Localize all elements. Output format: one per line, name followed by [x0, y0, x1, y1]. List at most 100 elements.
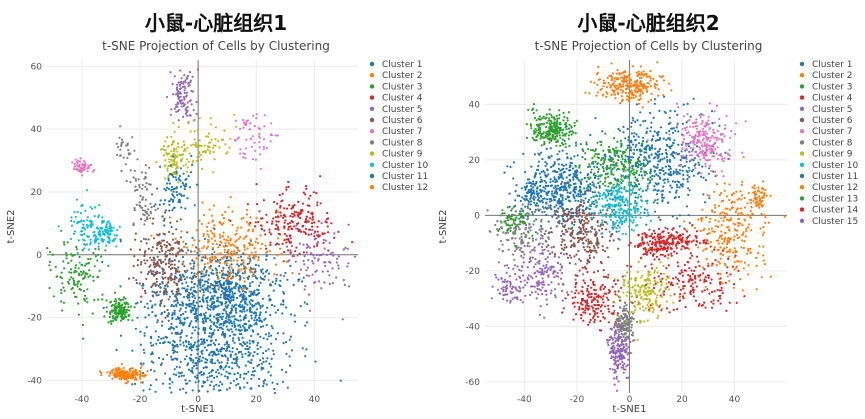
cell-point: [718, 214, 721, 217]
legend-item[interactable]: Cluster 9: [369, 150, 423, 160]
cell-point: [171, 381, 174, 384]
cell-point: [60, 271, 63, 274]
cell-point: [637, 135, 640, 138]
cell-point: [233, 292, 236, 295]
cell-point: [115, 245, 118, 248]
cell-point: [113, 234, 116, 237]
cell-point: [108, 372, 112, 375]
cell-point: [174, 154, 177, 157]
cell-point: [253, 319, 256, 322]
cell-point: [63, 267, 66, 270]
cell-point: [589, 171, 593, 174]
cell-point: [207, 290, 210, 293]
legend-item[interactable]: Cluster 2: [369, 71, 423, 81]
legend-item[interactable]: Cluster 10: [369, 161, 429, 171]
cell-point: [229, 137, 232, 140]
cell-point: [142, 389, 145, 392]
legend-item[interactable]: Cluster 12: [369, 183, 428, 193]
cell-point: [223, 287, 226, 291]
cell-point: [661, 199, 664, 202]
cell-point: [167, 249, 170, 252]
cell-point: [718, 236, 721, 239]
cell-point: [222, 231, 225, 234]
legend-item[interactable]: Cluster 5: [369, 105, 423, 115]
cell-point: [227, 274, 230, 277]
cell-point: [198, 289, 201, 292]
cell-point: [675, 126, 678, 129]
cell-point: [213, 235, 216, 238]
cell-point: [662, 189, 665, 192]
legend-item[interactable]: Cluster 11: [369, 172, 428, 182]
cell-point: [239, 127, 242, 130]
cell-point: [216, 348, 219, 351]
cell-point: [172, 93, 175, 96]
cell-point: [265, 147, 269, 150]
cell-point: [170, 135, 173, 138]
cell-point: [114, 318, 117, 321]
cell-point: [576, 176, 579, 179]
cell-point: [108, 237, 111, 240]
cell-point: [149, 264, 152, 267]
cell-point: [213, 250, 216, 254]
cell-point: [553, 195, 556, 198]
cell-point: [579, 171, 582, 174]
cell-point: [630, 125, 633, 128]
cell-point: [86, 170, 89, 173]
cell-point: [190, 277, 194, 280]
cell-point: [656, 166, 659, 169]
cell-point: [574, 186, 577, 189]
cell-point: [509, 165, 512, 169]
cell-point: [120, 298, 123, 301]
cell-point: [251, 274, 254, 277]
legend-item[interactable]: Cluster 7: [369, 127, 423, 137]
cell-point: [215, 243, 218, 246]
cell-point: [265, 251, 268, 254]
cell-point: [210, 138, 213, 141]
cell-point: [56, 275, 59, 278]
cell-point: [762, 245, 765, 248]
cell-point: [235, 318, 238, 321]
cell-point: [119, 148, 122, 151]
cell-point: [262, 337, 265, 340]
cell-point: [141, 198, 144, 201]
tsne-scatter-chart-2[interactable]: -40 -20 0 20 40-60-40-2002040t-SNE1t-SNE2Clu…: [432, 0, 865, 419]
cell-point: [662, 93, 665, 97]
cell-point: [719, 253, 722, 256]
legend-item[interactable]: Cluster 6: [369, 116, 423, 126]
cell-point: [336, 257, 339, 260]
cell-point: [114, 237, 117, 240]
cell-point: [173, 130, 176, 133]
cell-point: [305, 215, 308, 218]
cell-point: [211, 354, 214, 357]
cell-point: [655, 131, 658, 134]
cell-point: [178, 178, 181, 181]
cell-point: [224, 273, 227, 277]
cell-point: [742, 267, 745, 270]
legend-item[interactable]: Cluster 4: [369, 94, 423, 104]
cell-point: [525, 182, 528, 185]
cell-point: [234, 324, 237, 328]
cell-point: [244, 352, 247, 355]
cell-point: [656, 83, 659, 86]
cell-point: [226, 270, 229, 273]
cell-point: [193, 343, 196, 346]
legend-item[interactable]: Cluster 1: [369, 60, 423, 70]
legend-item[interactable]: Cluster 8: [369, 138, 423, 148]
tsne-scatter-chart-1[interactable]: -40 -20 0 20 40-40-200204060t-SNE1t-SNE2Clus…: [0, 0, 432, 419]
cell-point: [72, 168, 75, 171]
cell-point: [247, 320, 250, 323]
cell-point: [206, 230, 209, 233]
cell-point: [515, 184, 518, 187]
cell-point: [218, 261, 222, 264]
cell-point: [288, 221, 291, 225]
cell-point: [635, 90, 638, 93]
cell-point: [158, 250, 161, 254]
cell-point: [588, 207, 591, 211]
cell-point: [125, 179, 128, 183]
cell-point: [612, 82, 615, 85]
legend-item[interactable]: Cluster 3: [369, 82, 423, 92]
cell-point: [234, 333, 237, 336]
cell-point: [285, 188, 288, 191]
cell-point: [556, 158, 559, 161]
cell-point: [114, 372, 118, 375]
